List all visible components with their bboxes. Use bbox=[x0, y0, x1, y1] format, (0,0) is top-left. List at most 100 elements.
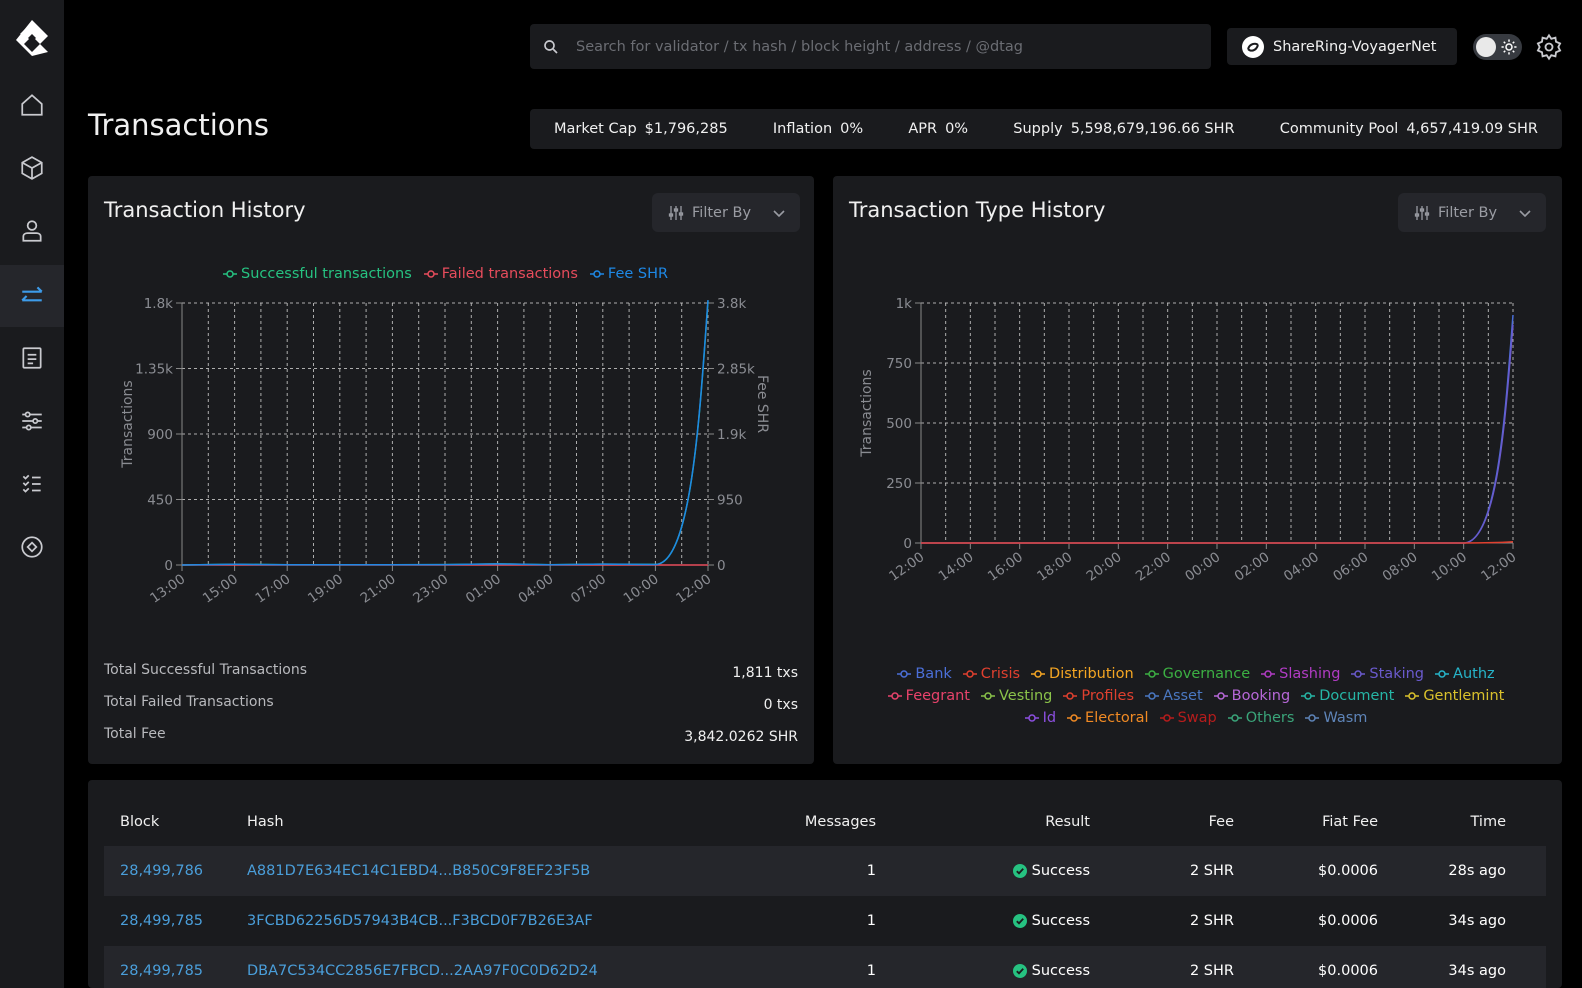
table-header: Block Hash Messages Result Fee Fiat Fee … bbox=[104, 800, 1546, 844]
x-tick-label: 15:00 bbox=[200, 571, 241, 606]
block-link[interactable]: 28,499,785 bbox=[120, 963, 204, 979]
theme-toggle[interactable] bbox=[1473, 34, 1522, 60]
header-messages[interactable]: Messages bbox=[804, 814, 876, 830]
stat-supply: Supply 5,598,679,196.66 SHR bbox=[1013, 121, 1235, 137]
table-row[interactable]: 28,499,785 DBA7C534CC2856E7FBCD...2AA97F… bbox=[104, 946, 1546, 988]
legend-marker-icon bbox=[981, 692, 995, 700]
legend-marker-icon bbox=[589, 270, 604, 278]
network-name: ShareRing-VoyagerNet bbox=[1273, 38, 1437, 55]
y-tick-label: 750 bbox=[886, 356, 912, 372]
legend-marker-icon bbox=[1351, 670, 1366, 678]
table-row[interactable]: 28,499,786 A881D7E634EC14C1EBD4...B850C9… bbox=[104, 846, 1546, 896]
document-icon bbox=[22, 347, 42, 369]
x-tick-label: 00:00 bbox=[1182, 549, 1223, 584]
fiat-fee-cell: $0.0006 bbox=[1318, 963, 1378, 979]
legend-item[interactable]: Fee SHR bbox=[589, 266, 668, 282]
y-tick-label: 0 bbox=[903, 536, 912, 552]
header-hash[interactable]: Hash bbox=[247, 814, 284, 830]
legend-item[interactable]: Failed transactions bbox=[423, 266, 578, 282]
sidebar bbox=[0, 0, 64, 988]
gear-icon[interactable] bbox=[1535, 33, 1563, 61]
legend-item[interactable]: Authz bbox=[1435, 666, 1495, 682]
nav-proposals[interactable] bbox=[0, 327, 64, 389]
y2-tick-label: 0 bbox=[717, 558, 726, 574]
x-tick-label: 16:00 bbox=[985, 549, 1026, 584]
toggle-knob bbox=[1476, 37, 1496, 57]
filter-dropdown[interactable]: Filter By bbox=[1398, 193, 1546, 232]
summary-failed: Total Failed Transactions 0 txs bbox=[104, 694, 798, 713]
series-line-fee-shr bbox=[181, 300, 709, 566]
x-tick-label: 17:00 bbox=[252, 571, 293, 606]
legend-item[interactable]: Successful transactions bbox=[223, 266, 412, 282]
nav-home[interactable] bbox=[0, 74, 64, 136]
user-icon bbox=[22, 220, 42, 242]
legend-item[interactable]: Distribution bbox=[1031, 666, 1134, 682]
x-tick-label: 08:00 bbox=[1380, 549, 1421, 584]
x-tick-label: 14:00 bbox=[936, 549, 977, 584]
header-result[interactable]: Result bbox=[1045, 814, 1090, 830]
x-tick-label: 12:00 bbox=[886, 549, 927, 584]
app-logo-icon[interactable] bbox=[10, 16, 54, 60]
legend-item[interactable]: Gentlemint bbox=[1405, 688, 1504, 704]
nav-blocks[interactable] bbox=[0, 137, 64, 199]
x-tick-label: 04:00 bbox=[1281, 549, 1322, 584]
x-tick-label: 01:00 bbox=[463, 571, 504, 606]
y-tick-label: 450 bbox=[147, 493, 173, 509]
legend-marker-icon bbox=[1031, 670, 1046, 678]
legend-marker-icon bbox=[1301, 692, 1316, 700]
result-cell: Success bbox=[876, 963, 1090, 979]
legend-item[interactable]: Crisis bbox=[962, 666, 1020, 682]
legend-item[interactable]: Others bbox=[1227, 710, 1294, 726]
legend-item[interactable]: Profiles bbox=[1063, 688, 1134, 704]
search-input[interactable] bbox=[576, 38, 1211, 55]
legend-item[interactable]: Wasm bbox=[1305, 710, 1367, 726]
network-selector[interactable]: ShareRing-VoyagerNet bbox=[1227, 28, 1457, 65]
legend-item[interactable]: Booking bbox=[1213, 688, 1290, 704]
hash-link[interactable]: A881D7E634EC14C1EBD4...B850C9F8EF23F5B bbox=[247, 863, 591, 879]
y-tick-label: 1k bbox=[896, 296, 913, 312]
x-tick-label: 22:00 bbox=[1133, 549, 1174, 584]
header-time[interactable]: Time bbox=[1470, 814, 1507, 830]
legend-item[interactable]: Asset bbox=[1145, 688, 1203, 704]
card-title: Transaction Type History bbox=[849, 198, 1106, 222]
y2-tick-label: 2.85k bbox=[717, 362, 755, 378]
hash-link[interactable]: DBA7C534CC2856E7FBCD...2AA97F0C0D62D24 bbox=[247, 963, 598, 979]
header-fiat-fee[interactable]: Fiat Fee bbox=[1322, 814, 1378, 830]
table-row[interactable]: 28,499,785 3FCBD62256D57943B4CB...F3BCD0… bbox=[104, 896, 1546, 946]
legend-item[interactable]: Vesting bbox=[981, 688, 1052, 704]
legend-item[interactable]: Swap bbox=[1159, 710, 1217, 726]
legend-item[interactable]: Electoral bbox=[1067, 710, 1149, 726]
check-circle-icon bbox=[1012, 914, 1027, 928]
header-fee[interactable]: Fee bbox=[1208, 814, 1234, 830]
block-link[interactable]: 28,499,785 bbox=[120, 913, 204, 929]
header-block[interactable]: Block bbox=[120, 814, 160, 830]
filter-dropdown[interactable]: Filter By bbox=[652, 193, 800, 232]
legend-marker-icon bbox=[1261, 670, 1276, 678]
legend-marker-icon bbox=[1435, 670, 1450, 678]
legend-item[interactable]: Staking bbox=[1351, 666, 1424, 682]
legend-item[interactable]: Id bbox=[1024, 710, 1056, 726]
hash-link[interactable]: 3FCBD62256D57943B4CB...F3BCD0F7B26E3AF bbox=[247, 913, 593, 929]
stats-bar: Market Cap $1,796,285 Inflation 0% APR 0% S… bbox=[530, 109, 1562, 149]
type-legend: Bank Crisis Distribution Governance Slashing… bbox=[849, 666, 1543, 726]
nav-validators[interactable] bbox=[0, 200, 64, 262]
nav-params[interactable] bbox=[0, 390, 64, 452]
legend-item[interactable]: Feegrant bbox=[887, 688, 970, 704]
legend-item[interactable]: Slashing bbox=[1261, 666, 1340, 682]
legend-marker-icon bbox=[223, 270, 237, 278]
block-link[interactable]: 28,499,786 bbox=[120, 863, 204, 879]
result-cell: Success bbox=[876, 913, 1090, 929]
legend-marker-icon bbox=[1405, 692, 1420, 700]
legend-item[interactable]: Governance bbox=[1144, 666, 1250, 682]
summary-fee: Total Fee 3,842.0262 SHR bbox=[104, 726, 798, 745]
legend-marker-icon bbox=[1159, 714, 1174, 722]
x-tick-label: 10:00 bbox=[621, 571, 662, 606]
legend-item[interactable]: Document bbox=[1301, 688, 1394, 704]
legend-marker-icon bbox=[1145, 692, 1160, 700]
nav-transactions[interactable] bbox=[0, 265, 64, 327]
nav-other[interactable] bbox=[0, 516, 64, 578]
nav-list[interactable] bbox=[0, 453, 64, 515]
legend-marker-icon bbox=[1067, 714, 1082, 722]
legend-marker-icon bbox=[1227, 714, 1242, 722]
legend-item[interactable]: Bank bbox=[897, 666, 952, 682]
